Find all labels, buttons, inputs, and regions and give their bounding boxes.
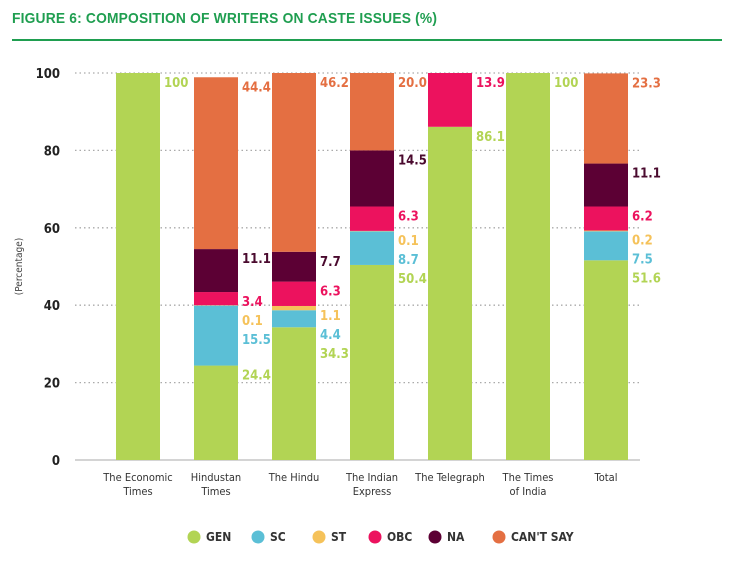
bar-segment-gen bbox=[428, 126, 472, 460]
data-label: 100 bbox=[554, 76, 578, 91]
legend-label: OBC bbox=[387, 530, 412, 544]
bar-segment-gen bbox=[272, 327, 316, 460]
data-label: 51.6 bbox=[632, 272, 661, 287]
y-tick-label: 100 bbox=[36, 67, 60, 82]
data-label: 7.5 bbox=[632, 253, 653, 268]
data-label: 0.1 bbox=[242, 314, 263, 329]
bar-segment-gen bbox=[584, 260, 628, 460]
data-label: 13.9 bbox=[476, 76, 505, 91]
legend-swatch bbox=[368, 530, 382, 544]
bar-segment-obc bbox=[584, 206, 628, 231]
data-label: 6.2 bbox=[632, 210, 653, 225]
data-label: 50.4 bbox=[398, 272, 427, 287]
x-tick-label: Express bbox=[353, 485, 392, 498]
bar-segment-obc bbox=[194, 292, 238, 306]
x-tick-label: The Indian bbox=[345, 471, 398, 484]
bar-segment-sc bbox=[584, 231, 628, 261]
data-label: 6.3 bbox=[320, 285, 341, 300]
bar-segment-obc bbox=[272, 281, 316, 306]
y-axis-label: (Percentage) bbox=[14, 238, 25, 296]
x-tick-label: The Times bbox=[502, 471, 554, 484]
data-label: 11.1 bbox=[242, 252, 271, 267]
bar-segment-can-t-say bbox=[350, 73, 394, 151]
bar-segment-gen bbox=[116, 73, 160, 460]
data-label: 6.3 bbox=[398, 210, 419, 225]
data-label: 15.5 bbox=[242, 333, 271, 348]
bar-segment-na bbox=[350, 150, 394, 207]
data-label: 14.5 bbox=[398, 153, 427, 168]
x-tick-label: The Economic bbox=[102, 471, 172, 484]
x-tick-label: Times bbox=[200, 485, 230, 498]
bar-segment-can-t-say bbox=[584, 73, 628, 164]
legend-swatch bbox=[187, 530, 201, 544]
bar-segment-st bbox=[584, 230, 628, 232]
data-label: 1.1 bbox=[320, 309, 341, 324]
bar-segment-gen bbox=[194, 365, 238, 460]
x-tick-label: Times bbox=[122, 485, 152, 498]
data-label: 0.2 bbox=[632, 234, 653, 249]
data-label: 0.1 bbox=[398, 234, 419, 249]
title-rule bbox=[12, 39, 722, 41]
x-tick-label: Total bbox=[594, 471, 618, 484]
y-tick-label: 20 bbox=[44, 377, 60, 392]
data-label: 44.4 bbox=[242, 80, 271, 95]
y-tick-label: 40 bbox=[44, 299, 60, 314]
data-label: 3.4 bbox=[242, 295, 263, 310]
legend-swatch bbox=[312, 530, 326, 544]
bar-segment-sc bbox=[194, 305, 238, 366]
data-label: 20.0 bbox=[398, 76, 427, 91]
data-label: 8.7 bbox=[398, 253, 419, 268]
bar-segment-gen bbox=[350, 264, 394, 460]
legend-label: CAN'T SAY bbox=[511, 530, 574, 544]
data-label: 24.4 bbox=[242, 369, 271, 384]
y-tick-label: 60 bbox=[44, 222, 60, 237]
data-label: 7.7 bbox=[320, 255, 341, 270]
x-tick-label: Hindustan bbox=[191, 471, 241, 484]
bar-segment-st bbox=[272, 305, 316, 311]
bar-segment-na bbox=[584, 163, 628, 207]
x-tick-label: The Telegraph bbox=[414, 471, 485, 484]
bar-segment-gen bbox=[506, 73, 550, 460]
bar-segment-na bbox=[194, 249, 238, 293]
data-label: 23.3 bbox=[632, 76, 661, 91]
bar-segment-obc bbox=[350, 206, 394, 231]
bar-segment-can-t-say bbox=[272, 73, 316, 252]
bar-segment-obc bbox=[428, 73, 472, 127]
bar-segment-can-t-say bbox=[194, 77, 238, 250]
legend-label: GEN bbox=[206, 530, 231, 544]
legend-swatch bbox=[492, 530, 506, 544]
x-tick-label: The Hindu bbox=[268, 471, 320, 484]
bar-segment-na bbox=[272, 251, 316, 282]
data-label: 4.4 bbox=[320, 328, 341, 343]
chart-title: FIGURE 6: COMPOSITION OF WRITERS ON CAST… bbox=[12, 10, 438, 27]
bar-segment-sc bbox=[272, 310, 316, 328]
legend-swatch bbox=[251, 530, 265, 544]
legend-label: NA bbox=[447, 530, 465, 544]
data-label: 34.3 bbox=[320, 347, 349, 362]
legend-label: SC bbox=[270, 530, 286, 544]
data-label: 11.1 bbox=[632, 167, 661, 182]
legend-swatch bbox=[428, 530, 442, 544]
y-tick-label: 80 bbox=[44, 144, 60, 159]
data-label: 46.2 bbox=[320, 76, 349, 91]
x-tick-label: of India bbox=[510, 485, 547, 498]
data-label: 86.1 bbox=[476, 130, 505, 145]
legend-label: ST bbox=[331, 530, 347, 544]
y-tick-label: 0 bbox=[52, 454, 60, 469]
bar-segment-sc bbox=[350, 231, 394, 265]
data-label: 100 bbox=[164, 76, 188, 91]
